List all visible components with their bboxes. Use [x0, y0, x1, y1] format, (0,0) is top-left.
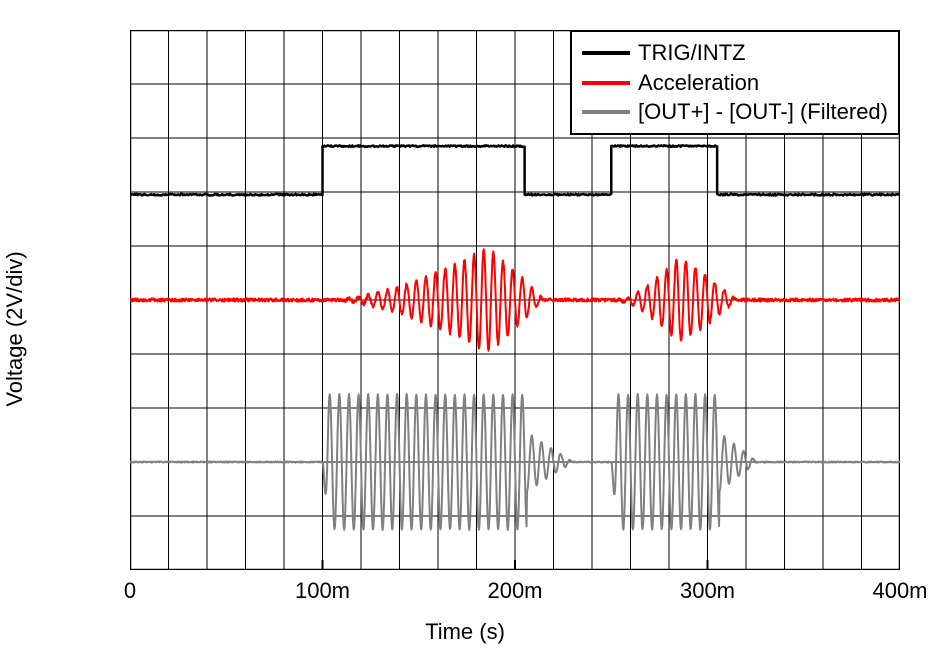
- legend-swatch: [582, 81, 630, 85]
- legend-item: [OUT+] - [OUT-] (Filtered): [582, 97, 888, 127]
- x-tick-label: 400m: [872, 578, 927, 604]
- legend-item: Acceleration: [582, 68, 888, 98]
- x-tick-label: 300m: [680, 578, 735, 604]
- plot-area: TRIG/INTZAcceleration[OUT+] - [OUT-] (Fi…: [130, 30, 900, 570]
- legend-swatch: [582, 110, 630, 114]
- legend-label: Acceleration: [638, 68, 759, 98]
- legend-label: TRIG/INTZ: [638, 38, 746, 68]
- legend-swatch: [582, 51, 630, 55]
- figure: Voltage (2V/div) Time (s) TRIG/INTZAccel…: [0, 0, 930, 657]
- x-tick-label: 100m: [295, 578, 350, 604]
- y-axis-label: Voltage (2V/div): [2, 251, 28, 406]
- x-tick-label: 200m: [487, 578, 542, 604]
- x-axis-label: Time (s): [425, 619, 505, 645]
- legend: TRIG/INTZAcceleration[OUT+] - [OUT-] (Fi…: [570, 30, 900, 135]
- legend-item: TRIG/INTZ: [582, 38, 888, 68]
- x-tick-label: 0: [124, 578, 136, 604]
- legend-label: [OUT+] - [OUT-] (Filtered): [638, 97, 888, 127]
